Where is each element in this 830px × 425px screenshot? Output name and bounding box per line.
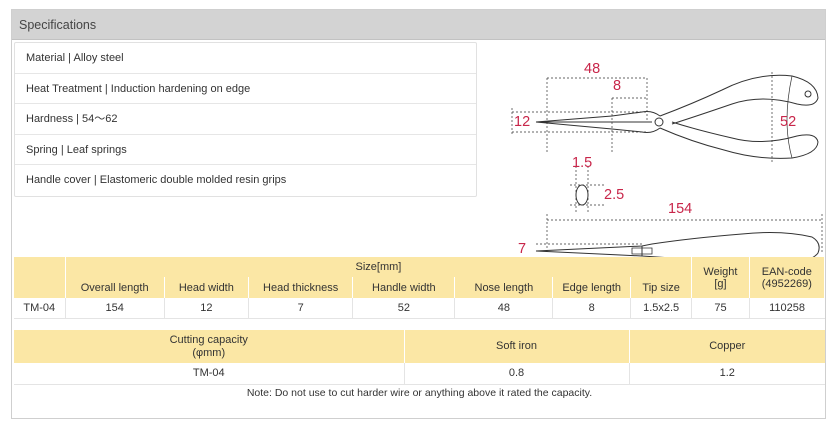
- cell-soft-iron: 0.8: [404, 363, 630, 385]
- cell-ean: 110258: [749, 298, 825, 319]
- col-overall-length: Overall length: [65, 277, 165, 298]
- pliers-dimension-drawing: 48 8 12 52 1.5 2.5 154 7: [492, 42, 827, 260]
- table-row: TM-04 154 12 7 52 48 8 1.5x2.5 75 110258: [14, 298, 825, 319]
- table-row: TM-04 0.8 1.2: [14, 363, 825, 385]
- dim-head-width-label: 12: [514, 114, 531, 130]
- pliers-diagram-svg: [511, 72, 823, 260]
- pliers-jaw-top: [535, 111, 661, 123]
- cell-head-thickness: 7: [248, 298, 354, 319]
- cell-weight: 75: [691, 298, 750, 319]
- spec-item-handle-cover: Handle cover | Elastomeric double molded…: [26, 174, 287, 187]
- cell-overall-length: 154: [65, 298, 165, 319]
- tip-section-ellipse: [575, 184, 589, 206]
- cell-edge-length: 8: [552, 298, 631, 319]
- ean-header: EAN-code (4952269): [749, 257, 826, 298]
- col-head-thickness: Head thickness: [248, 277, 354, 298]
- cell-model: TM-04: [14, 298, 66, 319]
- weight-header: Weight [g]: [691, 257, 750, 298]
- specifications-panel: Specifications Material | Alloy steel He…: [11, 9, 826, 419]
- usage-note: Note: Do not use to cut harder wire or a…: [246, 387, 593, 399]
- col-edge-length: Edge length: [552, 277, 631, 298]
- col-copper: Copper: [629, 330, 825, 363]
- cell-head-width: 12: [164, 298, 250, 319]
- cell-nose-length: 48: [454, 298, 554, 319]
- cell-copper: 1.2: [629, 363, 825, 385]
- dim-tip-height-label: 2.5: [604, 187, 625, 203]
- cutting-capacity-header: Cutting capacity (φmm): [14, 330, 405, 363]
- col-tip-size: Tip size: [630, 277, 693, 298]
- cutting-capacity-table: Cutting capacity (φmm) Soft iron Copper T…: [14, 330, 825, 385]
- dim-nose-length-label: 48: [584, 61, 601, 77]
- cell-tip-size: 1.5x2.5: [630, 298, 693, 319]
- pliers-jaw-bottom: [535, 121, 661, 133]
- col-nose-length: Nose length: [454, 277, 554, 298]
- cell-handle-width: 52: [352, 298, 456, 319]
- model-header-cell: [14, 257, 66, 298]
- panel-title: Specifications: [12, 10, 825, 40]
- dim-handle-width-label: 52: [780, 114, 797, 130]
- dim-head-thickness-label: 7: [518, 241, 527, 257]
- col-soft-iron: Soft iron: [404, 330, 630, 363]
- pliers-handle-upper: [659, 74, 819, 125]
- pliers-handle-lower: [659, 121, 819, 159]
- spec-item-hardness: Hardness | 54～62: [15, 104, 476, 135]
- dim-tip-width-label: 1.5: [572, 155, 593, 171]
- col-handle-width: Handle width: [352, 277, 456, 298]
- size-table: Size[mm] Weight [g] EAN-code (4952269) Ove…: [14, 257, 826, 319]
- dim-edge-length-label: 8: [613, 78, 622, 94]
- spec-list: Material | Alloy steel Heat Treatment | …: [14, 42, 477, 197]
- spec-item-heat-treatment: Heat Treatment | Induction hardening on …: [15, 74, 476, 105]
- size-group-header: Size[mm]: [65, 257, 693, 277]
- cell-cut-model: TM-04: [14, 363, 405, 385]
- col-head-width: Head width: [164, 277, 250, 298]
- pliers-side-profile: [535, 232, 820, 260]
- spec-item-spring: Spring | Leaf springs: [15, 135, 476, 166]
- spec-item-material: Material | Alloy steel: [15, 43, 476, 74]
- dim-overall-length-label: 154: [668, 201, 693, 217]
